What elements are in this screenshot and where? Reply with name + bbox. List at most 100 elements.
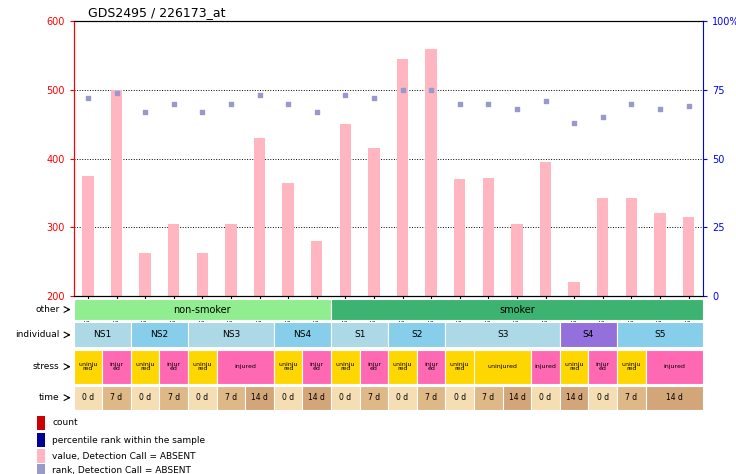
Text: injur
ed: injur ed [166,362,181,371]
Bar [503,386,531,410]
Bar [331,350,360,384]
Bar [160,386,188,410]
Bar [531,350,560,384]
Text: NS1: NS1 [93,330,111,339]
Text: NS3: NS3 [222,330,240,339]
Text: uninju
red: uninju red [336,362,355,371]
Text: 14 d: 14 d [509,393,526,402]
Text: 7 d: 7 d [110,393,123,402]
Text: uninju
red: uninju red [135,362,155,371]
Text: smoker: smoker [499,304,535,315]
Bar [131,350,160,384]
Text: S4: S4 [583,330,594,339]
Text: uninju
red: uninju red [565,362,584,371]
Bar [397,59,408,296]
Text: 14 d: 14 d [308,393,325,402]
Text: value, Detection Call = ABSENT: value, Detection Call = ABSENT [52,452,196,461]
Text: 14 d: 14 d [666,393,683,402]
Bar [274,386,302,410]
Bar [368,148,380,296]
Text: 7 d: 7 d [425,393,437,402]
Bar [417,350,445,384]
Bar [37,433,45,447]
Bar [445,350,474,384]
Bar [617,350,645,384]
Point [626,100,637,108]
Bar [131,322,188,347]
Bar [274,322,331,347]
Bar [311,241,322,296]
Bar [331,299,703,320]
Text: count: count [52,419,78,428]
Text: S2: S2 [411,330,422,339]
Bar [560,386,589,410]
Bar [645,350,703,384]
Bar [216,386,245,410]
Text: uninju
red: uninju red [450,362,470,371]
Point [483,100,495,108]
Text: 0 d: 0 d [597,393,609,402]
Text: uninju
red: uninju red [193,362,212,371]
Text: 0 d: 0 d [397,393,408,402]
Text: 7 d: 7 d [626,393,637,402]
Bar [474,386,503,410]
Text: S3: S3 [497,330,509,339]
Point [282,100,294,108]
Bar [82,176,93,296]
Bar [389,322,445,347]
Text: uninju
red: uninju red [393,362,412,371]
Point [683,102,695,110]
Bar [111,90,122,296]
Text: individual: individual [15,330,60,339]
Text: injur
ed: injur ed [310,362,324,371]
Bar [654,213,665,296]
Text: uninjured: uninjured [488,364,517,369]
Bar [360,386,389,410]
Point [225,100,237,108]
Bar [102,386,131,410]
Bar [168,224,180,296]
Text: 14 d: 14 d [566,393,583,402]
Bar [589,350,617,384]
Bar [617,386,645,410]
Text: 7 d: 7 d [168,393,180,402]
Bar [531,386,560,410]
Text: time: time [39,393,60,402]
Point [597,114,609,121]
Point [568,119,580,127]
Text: injur
ed: injur ed [367,362,381,371]
Text: percentile rank within the sample: percentile rank within the sample [52,436,205,445]
Bar [74,299,331,320]
Text: injur
ed: injur ed [595,362,610,371]
Bar [445,322,560,347]
Text: NS4: NS4 [294,330,311,339]
Bar [425,49,437,296]
Text: injured: injured [663,364,685,369]
Bar [188,386,216,410]
Bar [454,179,465,296]
Text: 0 d: 0 d [282,393,294,402]
Bar [389,350,417,384]
Text: other: other [35,305,60,314]
Bar [645,386,703,410]
Bar [37,449,45,463]
Bar [225,224,237,296]
Bar [160,350,188,384]
Point [82,94,93,102]
Bar [131,386,160,410]
Point [397,86,408,94]
Text: 7 d: 7 d [368,393,380,402]
Bar [626,198,637,296]
Bar [188,322,274,347]
Bar [445,386,474,410]
Bar [37,464,45,474]
Bar [74,322,131,347]
Text: 0 d: 0 d [139,393,151,402]
Bar [589,386,617,410]
Text: 0 d: 0 d [539,393,551,402]
Text: NS2: NS2 [150,330,169,339]
Bar [302,386,331,410]
Point [254,91,266,99]
Bar [74,350,102,384]
Bar [560,350,589,384]
